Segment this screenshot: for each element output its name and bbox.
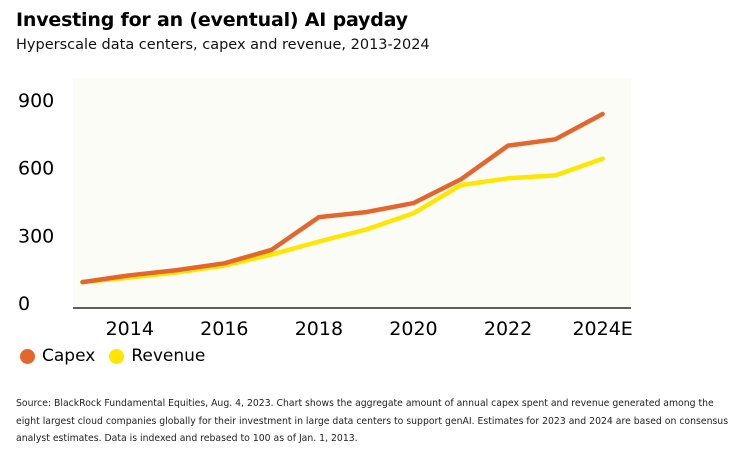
y-axis-ticks: 0 300 600 900 [18, 90, 54, 315]
capex-legend-dot-icon [20, 348, 35, 364]
y-tick-label: 300 [18, 225, 54, 247]
x-tick-label: 2018 [295, 318, 343, 340]
x-tick-label: 2020 [389, 318, 437, 340]
x-axis-ticks: 2014 2016 2018 2020 2022 2024E [106, 318, 633, 340]
legend-label-capex: Capex [42, 346, 96, 366]
legend-label-revenue: Revenue [131, 346, 206, 366]
legend: Capex Revenue [20, 346, 219, 366]
y-tick-label: 0 [18, 293, 30, 315]
series-lines [80, 111, 605, 285]
chart-title: Investing for an (eventual) AI payday [16, 9, 408, 31]
source-note: Source: BlackRock Fundamental Equities, … [16, 398, 729, 444]
revenue-legend-dot-icon [109, 348, 125, 364]
series-line-revenue [80, 156, 605, 285]
chart-subtitle: Hyperscale data centers, capex and reven… [16, 37, 430, 53]
legend-item-capex: Capex [20, 346, 95, 366]
series-line-capex [80, 111, 605, 285]
x-tick-label: 2014 [106, 318, 154, 340]
legend-item-revenue: Revenue [109, 346, 205, 366]
y-tick-label: 900 [18, 90, 54, 112]
x-tick-label: 2016 [200, 318, 248, 340]
x-tick-label: 2022 [484, 318, 532, 340]
x-tick-label: 2024E [572, 318, 632, 340]
y-tick-label: 600 [18, 158, 54, 180]
